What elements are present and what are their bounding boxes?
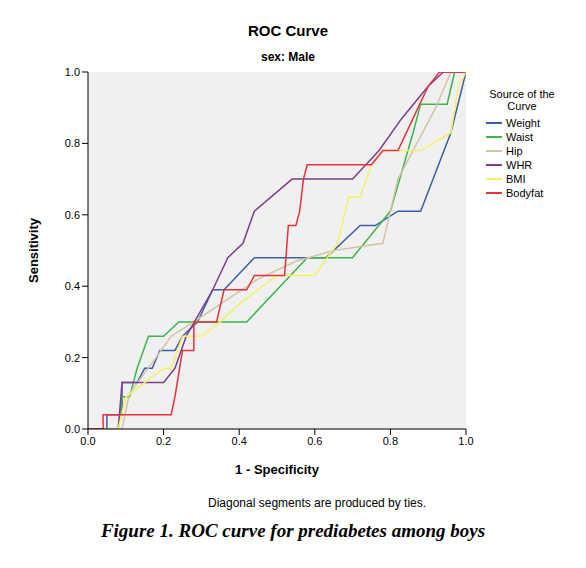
svg-text:0.8: 0.8 — [65, 137, 80, 149]
svg-text:0.0: 0.0 — [65, 423, 80, 435]
html-text:Diagonal segments are produced: Diagonal segments are produced by ties. — [208, 496, 427, 510]
html-text:Weight: Weight — [506, 117, 540, 129]
svg-text:0.0: 0.0 — [80, 435, 95, 447]
html-text:ROC Curve: ROC Curve — [248, 22, 328, 39]
html-text:sex: Male: sex: Male — [261, 50, 315, 64]
html-text:Hip: Hip — [506, 145, 523, 157]
svg-text:0.6: 0.6 — [307, 435, 322, 447]
svg-text:0.4: 0.4 — [65, 280, 80, 292]
svg-text:Sensitivity: Sensitivity — [26, 217, 41, 283]
svg-text:0.2: 0.2 — [156, 435, 171, 447]
html-text:Bodyfat: Bodyfat — [506, 187, 544, 199]
svg-text:0.4: 0.4 — [232, 435, 247, 447]
html-text:Source of the Curve: Source of the Curve — [489, 88, 555, 112]
svg-text:0.2: 0.2 — [65, 352, 80, 364]
html-text:Waist: Waist — [506, 131, 534, 143]
svg-text:1.0: 1.0 — [65, 66, 80, 78]
svg-text:1.0: 1.0 — [458, 435, 473, 447]
svg-text:0.8: 0.8 — [383, 435, 398, 447]
html-text:Figure 1. ROC curve for predia: Figure 1. ROC curve for prediabetes amon… — [100, 520, 486, 541]
html-text:WHR: WHR — [506, 159, 533, 171]
html-text:BMI: BMI — [506, 173, 526, 185]
svg-text:1 - Specificity: 1 - Specificity — [235, 462, 320, 477]
svg-text:0.6: 0.6 — [65, 209, 80, 221]
